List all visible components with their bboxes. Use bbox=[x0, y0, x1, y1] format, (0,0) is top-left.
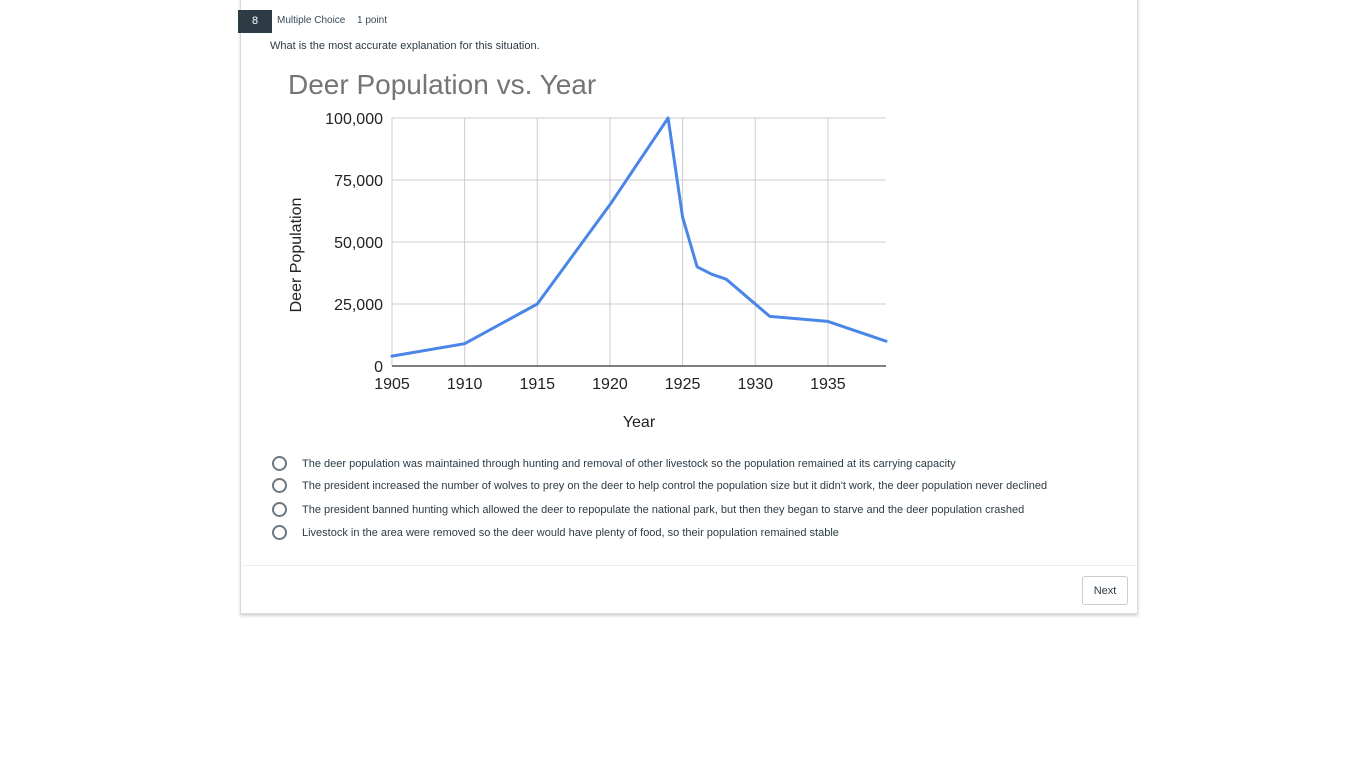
question-number: 8 bbox=[238, 10, 272, 33]
answer-option-label: Livestock in the area were removed so th… bbox=[302, 526, 839, 539]
deer-population-chart: Deer Population vs. Year Deer Population… bbox=[280, 62, 900, 442]
x-tick-label: 1910 bbox=[447, 376, 483, 393]
y-tick-label: 50,000 bbox=[334, 235, 383, 252]
x-tick-label: 1935 bbox=[810, 376, 846, 393]
y-tick-label: 25,000 bbox=[334, 297, 383, 314]
chart-title: Deer Population vs. Year bbox=[288, 69, 596, 100]
answer-option-label: The president banned hunting which allow… bbox=[302, 503, 1025, 516]
radio-circle-icon[interactable] bbox=[272, 525, 287, 540]
answer-option-1[interactable]: The deer population was maintained throu… bbox=[272, 456, 956, 471]
x-tick-label: 1930 bbox=[737, 376, 773, 393]
answer-option-label: The deer population was maintained throu… bbox=[302, 457, 956, 470]
x-tick-label: 1905 bbox=[374, 376, 410, 393]
next-button[interactable]: Next bbox=[1082, 576, 1128, 605]
question-prompt: What is the most accurate explanation fo… bbox=[270, 40, 540, 52]
question-card bbox=[240, 0, 1138, 614]
question-type: Multiple Choice bbox=[277, 15, 346, 26]
y-tick-label: 100,000 bbox=[325, 111, 383, 128]
footer-divider bbox=[242, 565, 1137, 566]
x-tick-label: 1915 bbox=[519, 376, 555, 393]
x-tick-label: 1920 bbox=[592, 376, 628, 393]
question-points: 1 point bbox=[357, 15, 388, 26]
chart-x-axis-label: Year bbox=[623, 414, 656, 431]
answer-option-2[interactable]: The president increased the number of wo… bbox=[272, 478, 1047, 493]
answer-option-4[interactable]: Livestock in the area were removed so th… bbox=[272, 525, 839, 540]
x-tick-label: 1925 bbox=[665, 376, 701, 393]
y-tick-label: 75,000 bbox=[334, 173, 383, 190]
chart-svg: Deer Population vs. Year Deer Population… bbox=[288, 69, 888, 431]
answer-option-3[interactable]: The president banned hunting which allow… bbox=[272, 502, 1024, 517]
radio-circle-icon[interactable] bbox=[272, 502, 287, 517]
answer-option-label: The president increased the number of wo… bbox=[302, 479, 1048, 492]
radio-circle-icon[interactable] bbox=[272, 478, 287, 493]
y-tick-label: 0 bbox=[374, 359, 383, 376]
series-line-deer-population bbox=[390, 116, 888, 358]
radio-circle-icon[interactable] bbox=[272, 456, 287, 471]
chart-y-axis-label: Deer Population bbox=[288, 198, 305, 313]
